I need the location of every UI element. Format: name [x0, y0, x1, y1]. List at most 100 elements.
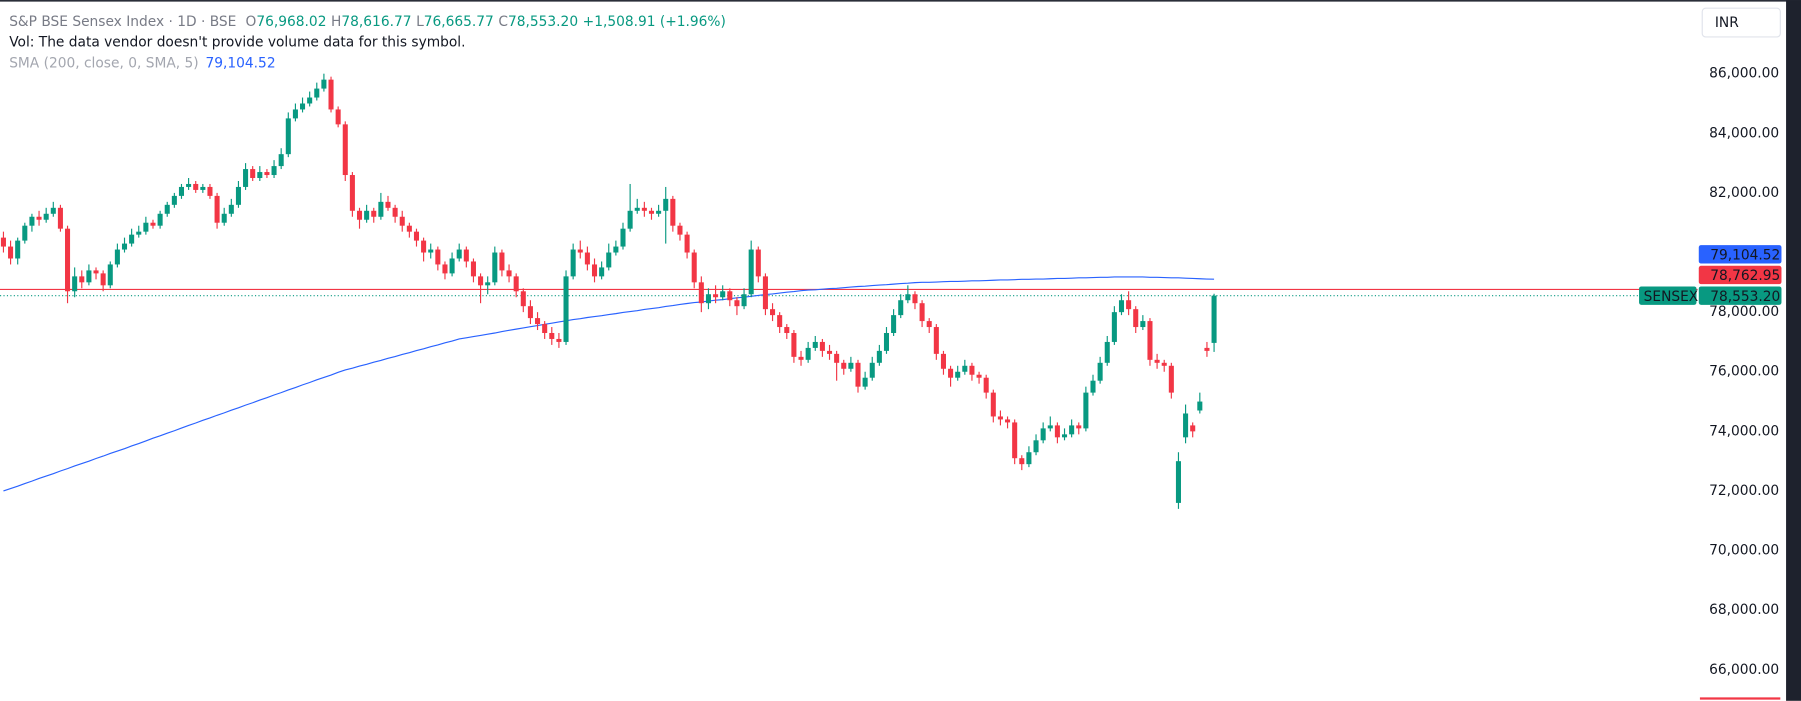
candle-body: [1140, 321, 1146, 328]
candle-body: [100, 273, 106, 286]
candle-body: [264, 172, 270, 176]
candle-body: [976, 374, 982, 378]
candle-body: [22, 225, 28, 241]
candle-body: [1126, 300, 1132, 310]
candle-body: [385, 201, 391, 208]
candle-body: [15, 240, 21, 259]
volume-note: Vol: The data vendor doesn't provide vol…: [9, 35, 465, 51]
candle-body: [670, 198, 676, 226]
candle-body: [720, 291, 726, 298]
candle-body: [905, 294, 911, 301]
candle-body: [912, 294, 918, 304]
candle-body: [235, 186, 241, 205]
candle-body: [470, 261, 476, 277]
candle-body: [826, 350, 833, 354]
candle-body: [1069, 425, 1075, 435]
legend-key: H: [331, 14, 341, 30]
currency[interactable]: INR: [1715, 15, 1739, 31]
candle-body: [364, 210, 370, 220]
y-tick-label: 76,000.00: [1709, 364, 1779, 380]
candle-body: [620, 228, 626, 247]
candle-body: [164, 204, 170, 214]
y-tick-label: 68,000.00: [1709, 602, 1779, 618]
candle-body: [777, 315, 783, 328]
candle-body: [413, 231, 420, 241]
candle-body: [748, 249, 754, 295]
legend-change: +1,508.91 (+1.96%): [583, 14, 726, 30]
candle-body: [648, 210, 655, 214]
candle-body: [997, 416, 1003, 420]
y-tick-label: 70,000.00: [1709, 543, 1779, 559]
candle-body: [150, 222, 156, 226]
candle-body: [656, 210, 662, 214]
y-tick-label: 78,000.00: [1709, 304, 1779, 320]
candle-body: [713, 294, 719, 298]
candle-body: [741, 294, 747, 307]
scrollbar: [1786, 0, 1801, 701]
candle-body: [1197, 401, 1203, 411]
candle-body: [186, 183, 192, 187]
legend-value: 78,553.20: [508, 14, 578, 30]
candle-body: [392, 207, 398, 217]
candle-body: [727, 291, 733, 301]
candle-body: [356, 210, 363, 220]
candle-body: [848, 362, 854, 369]
candle-body: [513, 276, 519, 292]
candle-body: [1147, 321, 1153, 360]
candle-body: [898, 300, 904, 316]
candle-body: [876, 350, 882, 363]
candle-body: [492, 252, 498, 283]
candle-body: [770, 309, 776, 316]
candle-body: [1005, 419, 1011, 423]
candle-body: [485, 282, 491, 286]
candle-body: [300, 103, 306, 110]
candle-body: [292, 109, 298, 119]
candle-body: [278, 154, 284, 167]
candle-body: [1090, 380, 1096, 393]
candle-body: [1104, 341, 1110, 363]
candle-body: [542, 324, 548, 334]
candle-body: [883, 333, 890, 351]
candle-body: [1019, 458, 1025, 465]
candle-body: [1183, 413, 1189, 438]
candle-body: [378, 201, 384, 217]
candle-body: [178, 186, 185, 196]
candle-body: [791, 333, 797, 357]
candle-body: [285, 118, 291, 155]
price-label: 79,104.52: [1710, 247, 1780, 263]
candle-body: [1211, 295, 1217, 343]
legend-row: S&P BSE Sensex Index · 1D · BSE O76,968.0…: [9, 14, 726, 30]
candle-body: [50, 207, 56, 214]
candle-body: [1190, 425, 1196, 432]
candle-body: [349, 175, 355, 211]
candle-body: [891, 315, 897, 334]
y-tick-label: 84,000.00: [1709, 125, 1779, 141]
candle-body: [221, 213, 227, 223]
candle-body: [677, 225, 683, 235]
candle-body: [1168, 365, 1174, 393]
candle-body: [591, 264, 598, 277]
candle-body: [271, 166, 277, 176]
candle-body: [143, 222, 149, 232]
candle-body: [1133, 309, 1139, 328]
candle-body: [563, 276, 569, 342]
candle-body: [762, 276, 768, 310]
legend-key: L: [416, 14, 424, 30]
candle-body: [1054, 425, 1060, 438]
candle-body: [705, 294, 711, 304]
candle-body: [463, 249, 469, 262]
candle-body: [641, 207, 647, 211]
currency-button[interactable]: [1701, 7, 1781, 38]
candle-body: [1033, 440, 1039, 453]
candle-body: [506, 270, 512, 277]
y-tick-label: 86,000.00: [1709, 66, 1779, 82]
candle-body: [43, 213, 49, 220]
candle-body: [456, 249, 462, 259]
y-tick-label: 74,000.00: [1709, 423, 1779, 439]
candle-body: [734, 300, 740, 307]
y-tick-label: 72,000.00: [1709, 483, 1779, 499]
candle-body: [435, 249, 441, 265]
candle-body: [93, 270, 99, 274]
candle-body: [214, 195, 220, 223]
candle-body: [207, 186, 213, 196]
